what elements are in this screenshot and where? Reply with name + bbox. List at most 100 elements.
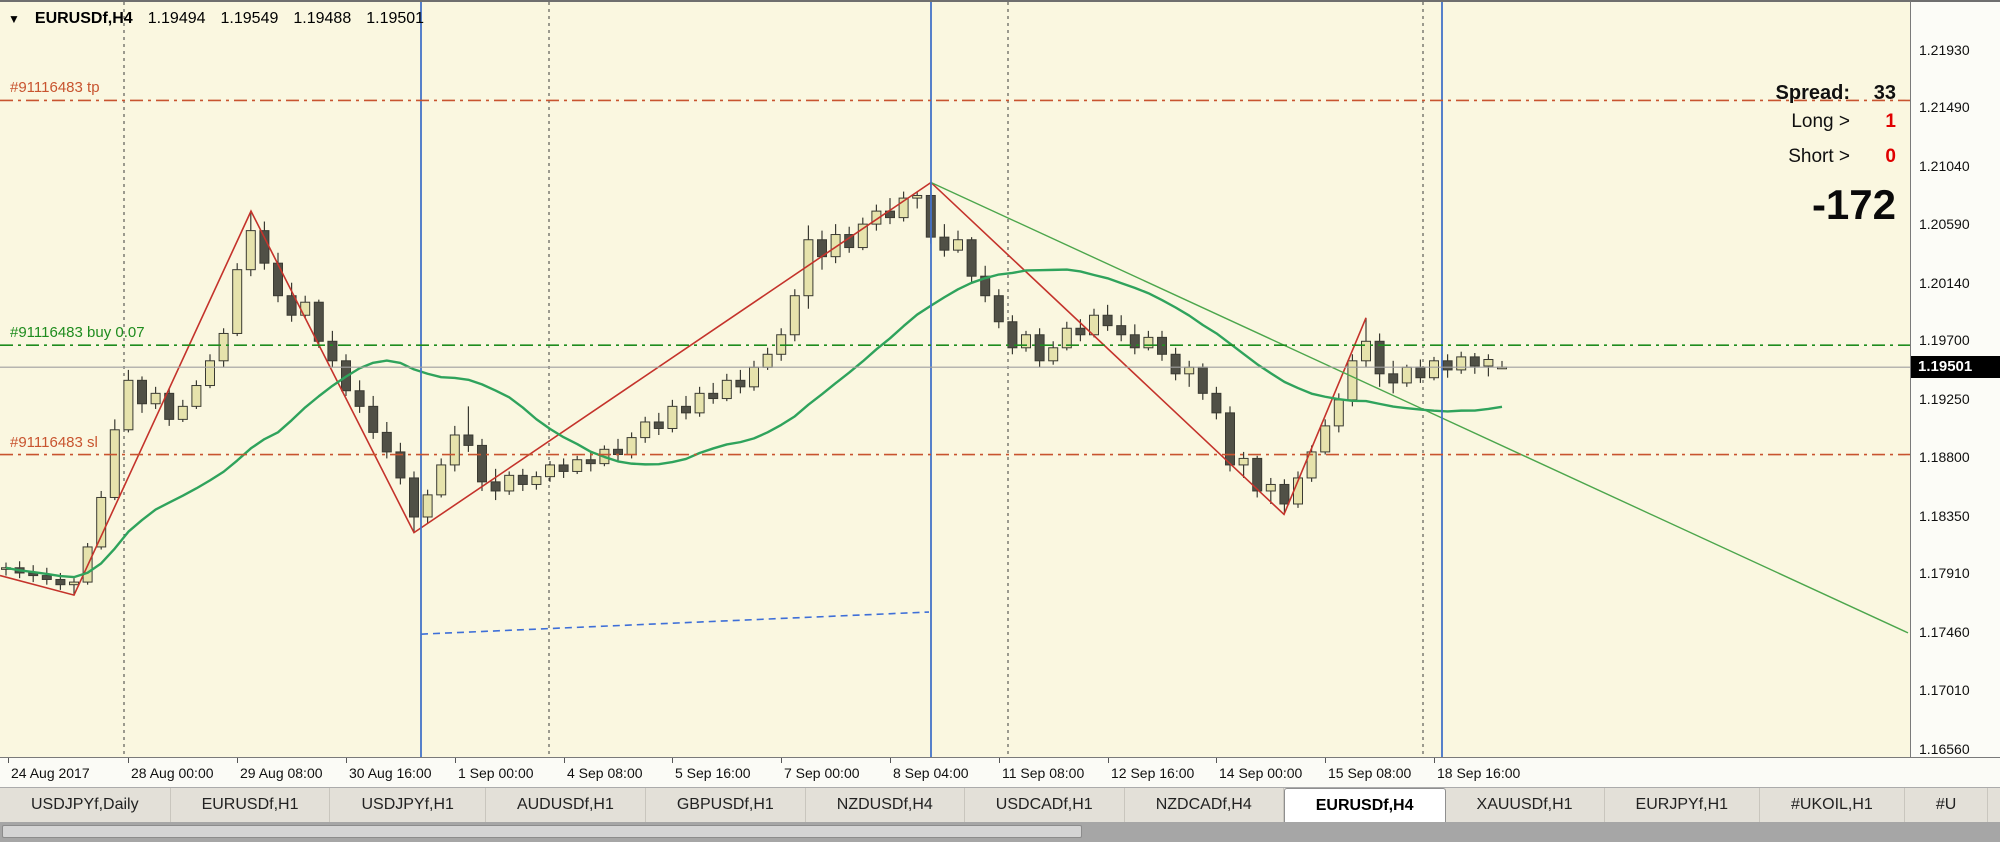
candle-body <box>1129 334 1140 349</box>
zigzag-indicator-line <box>0 181 1367 597</box>
time-axis-label: 15 Sep 08:00 <box>1328 765 1412 781</box>
candle-body <box>993 295 1004 323</box>
short-value: 0 <box>1885 146 1896 167</box>
chart-area[interactable]: ▼ EURUSDf,H4 1.19494 1.19549 1.19488 1.1… <box>0 0 1910 757</box>
candle-body <box>1333 399 1344 427</box>
candle-body <box>721 379 732 400</box>
candle-body <box>41 575 52 580</box>
price-axis-label: 1.20140 <box>1919 275 1970 291</box>
tab-usdjpyf-daily[interactable]: USDJPYf,Daily <box>0 788 171 822</box>
long-row: Long > 1 <box>1776 111 1896 133</box>
ohlc-close: 1.19501 <box>366 10 425 27</box>
time-axis-label: 24 Aug 2017 <box>11 765 90 781</box>
tab-nzdcadf-h4[interactable]: NZDCADf,H4 <box>1125 788 1284 822</box>
buy-position-line-label: #91116483 buy 0.07 <box>10 324 145 342</box>
candle-body <box>1075 327 1086 336</box>
candle-body <box>245 230 256 271</box>
tab--u[interactable]: #U <box>1905 788 1989 822</box>
candle-body <box>164 392 175 420</box>
candle-body <box>504 474 515 492</box>
time-axis-tick <box>346 758 347 763</box>
symbol-label: EURUSDf,H4 <box>34 10 133 27</box>
candle-body <box>1469 356 1480 367</box>
tab--ukoil-h1[interactable]: #UKOIL,H1 <box>1760 788 1905 822</box>
time-axis-label: 30 Aug 16:00 <box>349 765 432 781</box>
time-axis-tick <box>8 758 9 763</box>
tab-xauusdf-h1[interactable]: XAUUSDf,H1 <box>1446 788 1605 822</box>
time-axis-tick <box>1434 758 1435 763</box>
candle-body <box>490 481 501 492</box>
price-axis[interactable]: 1.21930 1.21490 1.21040 1.20590 1.20140 1.197… <box>1910 0 2000 757</box>
ohlc-high: 1.19549 <box>220 10 279 27</box>
time-axis-tick <box>1216 758 1217 763</box>
time-axis-tick <box>672 758 673 763</box>
price-axis-label: 1.17460 <box>1919 623 1970 640</box>
tab-eurusdf-h1[interactable]: EURUSDf,H1 <box>171 788 331 822</box>
candle-body <box>259 230 270 264</box>
tab-usdjpyf-h1[interactable]: USDJPYf,H1 <box>330 788 486 822</box>
time-axis-label: 4 Sep 08:00 <box>567 765 643 781</box>
candle-body <box>463 434 474 446</box>
chart-background[interactable] <box>0 2 1910 757</box>
price-axis-label: 1.19700 <box>1919 332 1970 349</box>
candle-body <box>422 494 433 518</box>
candle-body <box>626 437 637 456</box>
spread-row: Spread: 33 <box>1776 82 1896 105</box>
take-profit-line-label: #91116483 tp <box>10 79 100 97</box>
trade-info-panel: Spread: 33 Long > 1 Short > 0 -172 <box>1776 82 1896 229</box>
horizontal-scrollbar[interactable] <box>0 822 2000 842</box>
time-axis-tick <box>1108 758 1109 763</box>
chart-canvas[interactable] <box>0 2 1910 757</box>
tab-nzdusdf-h4[interactable]: NZDUSDf,H4 <box>806 788 965 822</box>
candle-body <box>708 392 719 400</box>
candle-body <box>1048 347 1059 362</box>
candle-body <box>286 295 297 316</box>
candle-body <box>137 379 147 405</box>
candle-body <box>966 239 977 277</box>
candle-body <box>395 451 406 479</box>
time-axis-tick <box>999 758 1000 763</box>
scrollbar-thumb[interactable] <box>2 825 1082 838</box>
tab-gbpusdf-h1[interactable]: GBPUSDf,H1 <box>646 788 806 822</box>
tab-eurjpyf-h1[interactable]: EURJPYf,H1 <box>1605 788 1761 822</box>
candle-body <box>150 392 161 405</box>
candle-body <box>1102 314 1113 327</box>
ohlc-low: 1.19488 <box>293 10 352 27</box>
candle-body <box>327 340 338 362</box>
candle-body <box>640 421 651 439</box>
ohlc-open: 1.19494 <box>147 10 206 27</box>
candle-body <box>1401 366 1412 384</box>
tab-audusdf-h1[interactable]: AUDUSDf,H1 <box>486 788 646 822</box>
short-label: Short > <box>1788 146 1850 167</box>
candle-body <box>681 405 691 414</box>
candle-body <box>939 236 950 251</box>
stop-loss-line-label: #91116483 sl <box>10 433 98 451</box>
time-axis-label: 5 Sep 16:00 <box>675 765 751 781</box>
tab-usdcadf-h1[interactable]: USDCADf,H1 <box>965 788 1125 822</box>
long-label: Long > <box>1791 111 1850 132</box>
current-price-box: 1.19501 <box>1911 356 2000 379</box>
tab-eurusdf-h4[interactable]: EURUSDf,H4 <box>1283 788 1446 822</box>
candle-body <box>517 474 528 485</box>
candle-body <box>69 581 79 586</box>
candle-body <box>1007 321 1018 349</box>
candle-body <box>123 379 134 431</box>
time-axis-label: 12 Sep 16:00 <box>1111 765 1195 781</box>
symbol-dropdown-icon[interactable]: ▼ <box>8 12 20 26</box>
candle-body <box>871 210 882 225</box>
candle-body <box>585 459 596 465</box>
candle-body <box>191 385 202 407</box>
candle-body <box>1034 334 1045 362</box>
price-axis-label: 1.20590 <box>1919 216 1970 233</box>
spread-value: 33 <box>1873 82 1896 104</box>
descending-trendline <box>930 181 1909 634</box>
candle-body <box>109 429 120 498</box>
price-axis-label: 1.21930 <box>1919 42 1970 58</box>
time-axis[interactable]: 24 Aug 2017 28 Aug 00:00 29 Aug 08:00 30 Au… <box>0 757 2000 787</box>
candle-body <box>1361 340 1371 362</box>
time-axis-label: 11 Sep 08:00 <box>1002 765 1085 781</box>
candle-body <box>1143 336 1154 349</box>
candle-body <box>232 269 243 334</box>
candle-body <box>953 239 963 251</box>
